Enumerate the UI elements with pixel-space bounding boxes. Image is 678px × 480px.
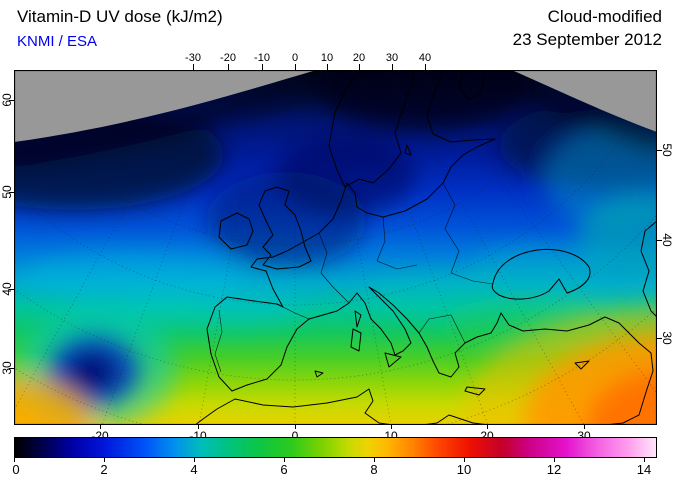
tick-mark — [657, 150, 662, 151]
tick-mark — [487, 425, 488, 429]
right-tick-label: 40 — [660, 233, 674, 247]
tick-mark — [262, 64, 263, 70]
tick-mark — [284, 458, 285, 462]
tick-mark — [327, 64, 328, 70]
coastlines — [194, 70, 657, 425]
colorbar-gradient — [15, 438, 656, 457]
top-tick-label: 30 — [385, 52, 399, 64]
product-type-label: Cloud-modified — [547, 7, 662, 26]
tick-mark — [9, 100, 14, 101]
tick-mark — [374, 458, 375, 462]
tick-mark — [100, 425, 101, 429]
tick-mark — [295, 64, 296, 70]
tick-mark — [9, 368, 14, 369]
top-tick-label: 10 — [320, 52, 334, 64]
colorbar-tick-label: 2 — [100, 462, 108, 477]
tick-mark — [295, 425, 296, 429]
tick-mark — [657, 240, 662, 241]
colorbar-tick-label: 6 — [280, 462, 288, 477]
colorbar-tick-label: 0 — [12, 462, 20, 477]
cloud-field-features — [14, 70, 657, 425]
map-panel — [14, 70, 657, 425]
no-data-region — [14, 70, 657, 142]
tick-mark — [657, 338, 662, 339]
top-tick-label: -30 — [185, 52, 201, 64]
right-tick-label: 30 — [660, 331, 674, 345]
tick-mark — [584, 425, 585, 429]
tick-mark — [228, 64, 229, 70]
tick-mark — [425, 64, 426, 70]
tick-mark — [14, 458, 15, 462]
tick-mark — [198, 425, 199, 429]
tick-mark — [391, 425, 392, 429]
tick-mark — [644, 458, 645, 462]
tick-mark — [9, 289, 14, 290]
tick-mark — [193, 64, 194, 70]
colorbar-tick-label: 14 — [636, 462, 652, 477]
page-title: Vitamin-D UV dose (kJ/m2) — [17, 7, 223, 26]
map-frame-border — [14, 70, 657, 425]
colorbar-tick-label: 12 — [546, 462, 562, 477]
tick-mark — [554, 458, 555, 462]
colorbar — [14, 437, 657, 458]
colorbar-tick-label: 10 — [456, 462, 472, 477]
source-credit: KNMI / ESA — [17, 33, 98, 50]
uv-map-canvas — [14, 70, 657, 425]
tick-mark — [104, 458, 105, 462]
graticule — [14, 70, 657, 425]
bottom-tick-label: 0 — [291, 429, 299, 443]
tick-mark — [359, 64, 360, 70]
colorbar-tick-label: 4 — [190, 462, 198, 477]
colorbar-tick-label: 8 — [370, 462, 378, 477]
top-tick-label: -20 — [220, 52, 236, 64]
top-tick-label: -10 — [254, 52, 270, 64]
tick-mark — [194, 458, 195, 462]
date-label: 23 September 2012 — [512, 30, 662, 49]
header-right: Cloud-modified 23 September 2012 — [513, 5, 662, 51]
tick-mark — [9, 192, 14, 193]
tick-mark — [392, 64, 393, 70]
tick-mark — [464, 458, 465, 462]
top-tick-label: 20 — [352, 52, 366, 64]
top-tick-label: 0 — [291, 52, 299, 64]
country-borders — [214, 182, 494, 373]
right-tick-label: 50 — [660, 143, 674, 157]
top-tick-label: 40 — [418, 52, 432, 64]
